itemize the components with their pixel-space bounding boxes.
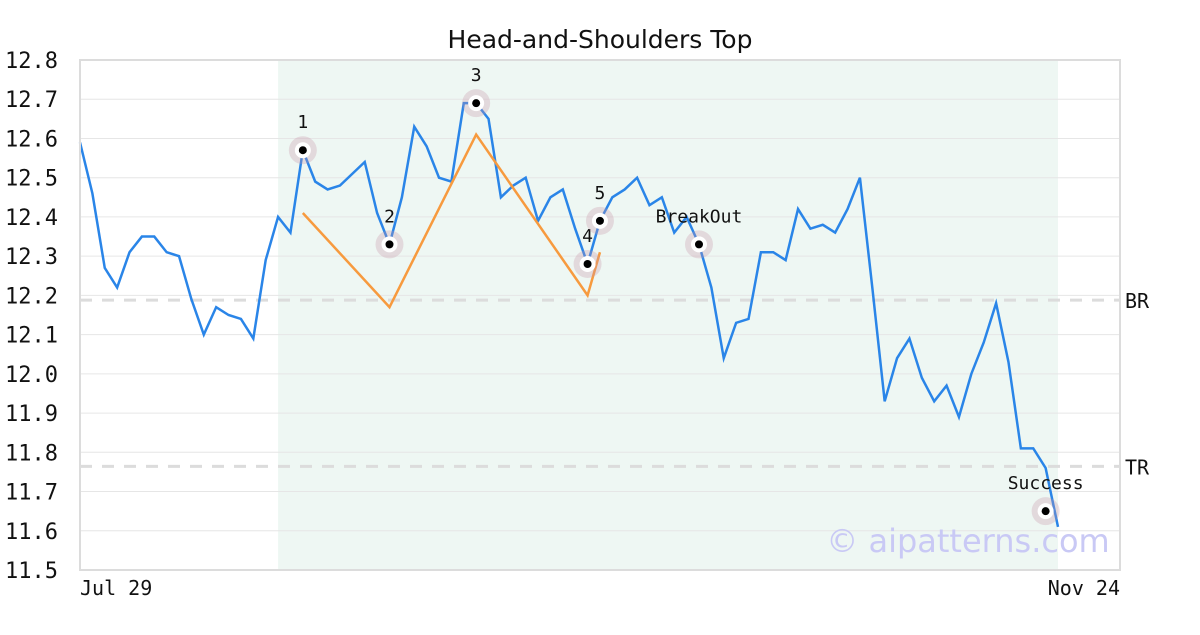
marker-label: 2	[384, 206, 395, 227]
marker-label: BreakOut	[656, 206, 743, 227]
marker-label: 4	[582, 226, 593, 247]
marker-point	[472, 99, 481, 108]
marker-label: 3	[471, 65, 482, 86]
marker-point	[595, 216, 604, 225]
x-tick-label: Jul 29	[80, 576, 152, 600]
marker-point	[298, 146, 307, 155]
plot-frame	[79, 59, 1121, 571]
y-tick-label: 11.5	[5, 559, 58, 584]
y-tick-label: 12.1	[5, 324, 58, 349]
y-tick-label: 11.8	[5, 441, 58, 466]
y-tick-label: 12.2	[5, 284, 58, 309]
y-tick-label: 12.7	[5, 88, 58, 113]
marker-point	[694, 240, 703, 249]
y-tick-label: 12.8	[5, 49, 58, 74]
highlight-region	[278, 60, 1059, 570]
y-tick-label: 12.0	[5, 363, 58, 388]
reference-label: BR	[1125, 289, 1150, 313]
marker-label: 1	[297, 112, 308, 133]
y-tick-label: 11.9	[5, 402, 58, 427]
y-tick-label: 12.4	[5, 206, 58, 231]
y-tick-label: 12.3	[5, 245, 58, 270]
marker-point	[583, 260, 592, 268]
pattern-line	[301, 132, 602, 310]
watermark: © aipatterns.com	[826, 522, 1109, 560]
y-tick-label: 11.7	[5, 481, 58, 506]
marker-point	[1041, 507, 1050, 516]
marker-point	[385, 240, 394, 249]
y-tick-label: 11.6	[5, 520, 58, 545]
marker-label: 5	[595, 183, 606, 204]
reference-label: TR	[1125, 455, 1150, 479]
chart-title: Head-and-Shoulders Top	[448, 25, 753, 54]
y-tick-label: 12.5	[5, 167, 58, 192]
x-tick-label: Nov 24	[1048, 576, 1120, 600]
price-line	[78, 101, 1060, 528]
y-tick-label: 12.6	[5, 127, 58, 152]
marker-label: Success	[1008, 473, 1084, 494]
